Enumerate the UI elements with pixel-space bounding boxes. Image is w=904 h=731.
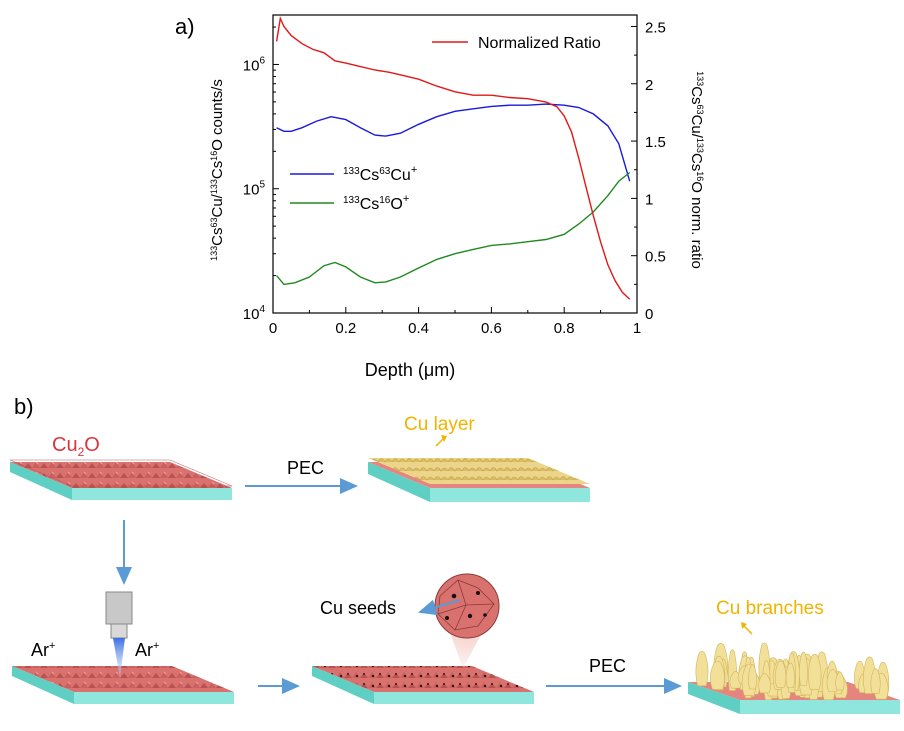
left-tick-label: 105 — [243, 180, 266, 199]
cu-branch — [695, 650, 709, 686]
cu-branch — [870, 668, 881, 694]
schematic-diagram — [9, 435, 900, 714]
cu-branch — [710, 660, 725, 690]
sample-cu-seeds — [312, 666, 534, 704]
panel-b-label: b) — [14, 394, 34, 419]
right-tick-label: 2.5 — [645, 19, 666, 36]
cu-branches-label: Cu branches — [716, 598, 824, 619]
x-tick-label: 0.8 — [554, 320, 575, 337]
cu-branch — [758, 673, 772, 694]
left-tick-label: 106 — [243, 55, 266, 74]
cu-branch — [835, 671, 845, 691]
ar-right-label: Ar+ — [135, 640, 160, 660]
x-tick-label: 0.6 — [481, 320, 502, 337]
cu-seeds-label: Cu seeds — [320, 598, 397, 618]
panel-a-label: a) — [175, 14, 195, 39]
right-tick-label: 1 — [645, 191, 653, 208]
ar-left-label: Ar+ — [31, 640, 56, 660]
left-axis-label: 133Cs63Cu/133Cs16O counts/s — [209, 79, 226, 261]
left-tick-label: 104 — [243, 304, 266, 323]
x-axis-label: Depth (μm) — [365, 360, 455, 380]
arrow-cu-seeds — [418, 599, 461, 616]
sample-cu-layer — [368, 458, 590, 502]
right-tick-label: 0.5 — [645, 249, 666, 266]
cu-branch — [808, 653, 822, 690]
cu2o-label: Cu2O — [52, 434, 100, 459]
x-tick-label: 0.2 — [335, 320, 356, 337]
arrow-cu-branches — [743, 625, 753, 635]
x-tick-label: 1 — [633, 320, 641, 337]
ion-gun-icon — [105, 591, 133, 678]
legend-cscu: 133Cs63Cu+ — [343, 164, 417, 184]
pec-bottom-label: PEC — [589, 656, 627, 676]
series-line-2 — [275, 15, 631, 300]
series-line-0 — [276, 103, 631, 182]
cu-branch — [785, 662, 796, 689]
right-tick-label: 2 — [645, 77, 653, 94]
sample-cu-branches — [688, 642, 900, 714]
right-axis-label: 133Cs63Cu/133Cs16O norm. ratio — [688, 71, 705, 269]
cu-branch — [798, 651, 808, 686]
cu-layer-label: Cu layer — [404, 414, 475, 435]
magnified-view-icon — [434, 573, 500, 668]
depth-profile-chart: 0 0.2 0.4 0.6 0.8 1 104 105 106 0 0.5 1 1.5 2 2.5 Norm… — [209, 14, 705, 380]
sample-cu2o — [9, 459, 233, 500]
right-tick-label: 0 — [645, 306, 653, 323]
cu-branch — [748, 664, 757, 690]
x-tick-label: 0.4 — [408, 320, 429, 337]
sample-ar-bombardment — [12, 666, 234, 704]
pec-top-label: PEC — [287, 458, 325, 478]
plot-frame — [272, 14, 638, 314]
legend-normalized-ratio: Normalized Ratio — [478, 35, 601, 52]
arrow-cu-layer — [435, 437, 445, 447]
series-line-1 — [276, 171, 631, 286]
legend-cso: 133Cs16O+ — [343, 193, 409, 213]
x-tick-label: 0 — [269, 320, 277, 337]
right-tick-label: 1.5 — [645, 134, 666, 151]
